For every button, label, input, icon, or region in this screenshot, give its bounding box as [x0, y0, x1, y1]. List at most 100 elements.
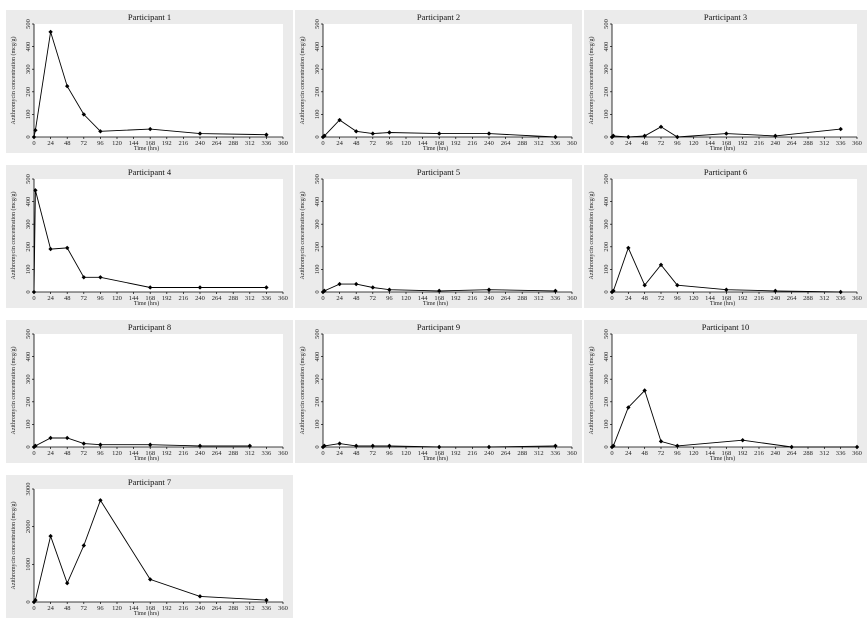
x-tick-label: 144 — [705, 140, 716, 147]
x-tick-label: 48 — [353, 450, 360, 457]
x-tick-label: 360 — [852, 295, 862, 302]
data-point — [98, 442, 103, 447]
chart-title: Participant 2 — [417, 12, 460, 22]
chart-panel-8: Participant 9 0 24 48 72 96 120 144 168 192 216 240… — [295, 320, 582, 463]
data-point — [724, 287, 729, 292]
y-tick-label: 500 — [603, 19, 610, 29]
chart-panel-2: Participant 2 0 24 48 72 96 120 144 168 192 216 240… — [295, 10, 582, 153]
data-point — [387, 443, 392, 449]
y-tick-label: 200 — [603, 87, 610, 97]
y-tick-label: 500 — [25, 19, 32, 29]
data-point — [320, 134, 326, 140]
x-tick-label: 192 — [738, 295, 748, 302]
x-tick-label: 240 — [484, 140, 494, 147]
y-tick-label: 0 — [603, 290, 610, 293]
x-tick-label: 24 — [47, 140, 54, 147]
y-tick-label: 100 — [603, 110, 610, 120]
x-tick-label: 312 — [819, 450, 829, 457]
y-tick-label: 0 — [25, 135, 32, 138]
x-tick-label: 288 — [228, 295, 238, 302]
chart-title: Participant 9 — [417, 322, 460, 332]
x-axis-label: Time (hrs) — [134, 455, 159, 462]
x-tick-label: 288 — [228, 140, 238, 147]
y-tick-label: 0 — [25, 445, 32, 448]
x-tick-label: 72 — [658, 295, 665, 302]
y-tick-label: 400 — [603, 42, 610, 52]
x-tick-label: 336 — [836, 295, 847, 302]
x-tick-label: 312 — [245, 605, 255, 612]
data-point — [65, 580, 70, 586]
x-axis-label: Time (hrs) — [710, 300, 735, 307]
y-tick-label: 300 — [603, 64, 610, 74]
x-tick-label: 0 — [321, 450, 324, 457]
data-point — [658, 124, 664, 130]
x-tick-label: 216 — [179, 295, 190, 302]
x-tick-label: 0 — [610, 295, 613, 302]
x-tick-label: 144 — [418, 140, 429, 147]
chart-panel-6: Participant 6 0 24 48 72 96 120 144 168 192 216 240… — [584, 165, 867, 308]
y-tick-label: 1000 — [25, 558, 32, 571]
data-point — [81, 543, 86, 548]
y-tick-label: 200 — [314, 87, 321, 97]
data-point — [675, 134, 680, 140]
x-tick-label: 48 — [64, 605, 71, 612]
x-tick-label: 96 — [97, 140, 104, 147]
x-tick-label: 240 — [195, 295, 205, 302]
y-axis-label: Azithromycin concentration (mcg/g) — [588, 37, 595, 125]
chart-title: Participant 10 — [702, 322, 749, 332]
x-tick-label: 24 — [625, 295, 632, 302]
chart-panel-10: Participant 7 0 24 48 72 96 120 144 168 192 216 240… — [6, 475, 293, 618]
x-tick-label: 360 — [567, 450, 577, 457]
x-tick-label: 144 — [418, 450, 429, 457]
x-tick-label: 336 — [262, 450, 273, 457]
x-tick-label: 240 — [770, 450, 780, 457]
data-point — [197, 285, 203, 290]
data-point — [322, 288, 327, 294]
x-tick-label: 360 — [278, 295, 288, 302]
y-tick-label: 300 — [314, 219, 321, 229]
y-tick-label: 500 — [314, 19, 321, 29]
y-axis-label: Azithromycin concentration (mcg/g) — [10, 37, 17, 125]
x-tick-label: 240 — [195, 450, 205, 457]
x-tick-label: 48 — [64, 140, 71, 147]
x-tick-label: 0 — [321, 140, 324, 147]
x-axis-label: Time (hrs) — [134, 145, 159, 152]
data-point — [387, 130, 392, 135]
data-point — [611, 443, 616, 449]
x-tick-label: 120 — [689, 140, 699, 147]
y-tick-label: 0 — [603, 445, 610, 448]
x-tick-label: 360 — [852, 450, 862, 457]
x-tick-label: 120 — [112, 450, 122, 457]
x-tick-label: 360 — [852, 140, 862, 147]
x-tick-label: 312 — [245, 450, 255, 457]
data-point — [838, 289, 843, 295]
x-tick-label: 216 — [468, 140, 479, 147]
x-tick-label: 48 — [641, 295, 648, 302]
chart-title: Participant 5 — [417, 167, 460, 177]
x-tick-label: 120 — [401, 295, 411, 302]
x-tick-label: 288 — [803, 450, 813, 457]
x-tick-label: 48 — [64, 295, 71, 302]
x-tick-label: 120 — [401, 140, 411, 147]
y-tick-label: 500 — [25, 174, 32, 184]
x-tick-label: 168 — [434, 450, 444, 457]
chart-title: Participant 4 — [128, 167, 172, 177]
data-point — [148, 577, 153, 582]
x-tick-label: 192 — [162, 605, 172, 612]
x-tick-label: 240 — [770, 295, 780, 302]
x-tick-label: 288 — [517, 140, 527, 147]
x-axis-label: Time (hrs) — [710, 145, 735, 152]
y-tick-label: 0 — [25, 600, 32, 603]
y-axis-label: Azithromycin concentration (mcg/g) — [10, 347, 17, 435]
y-tick-label: 300 — [603, 219, 610, 229]
x-tick-label: 96 — [674, 295, 681, 302]
x-tick-label: 168 — [434, 295, 444, 302]
y-tick-label: 200 — [603, 242, 610, 252]
x-tick-label: 264 — [212, 140, 223, 147]
y-tick-label: 300 — [25, 219, 32, 229]
data-point — [789, 444, 794, 450]
plot-area — [323, 24, 572, 137]
data-point — [437, 288, 442, 294]
data-point — [658, 439, 664, 444]
